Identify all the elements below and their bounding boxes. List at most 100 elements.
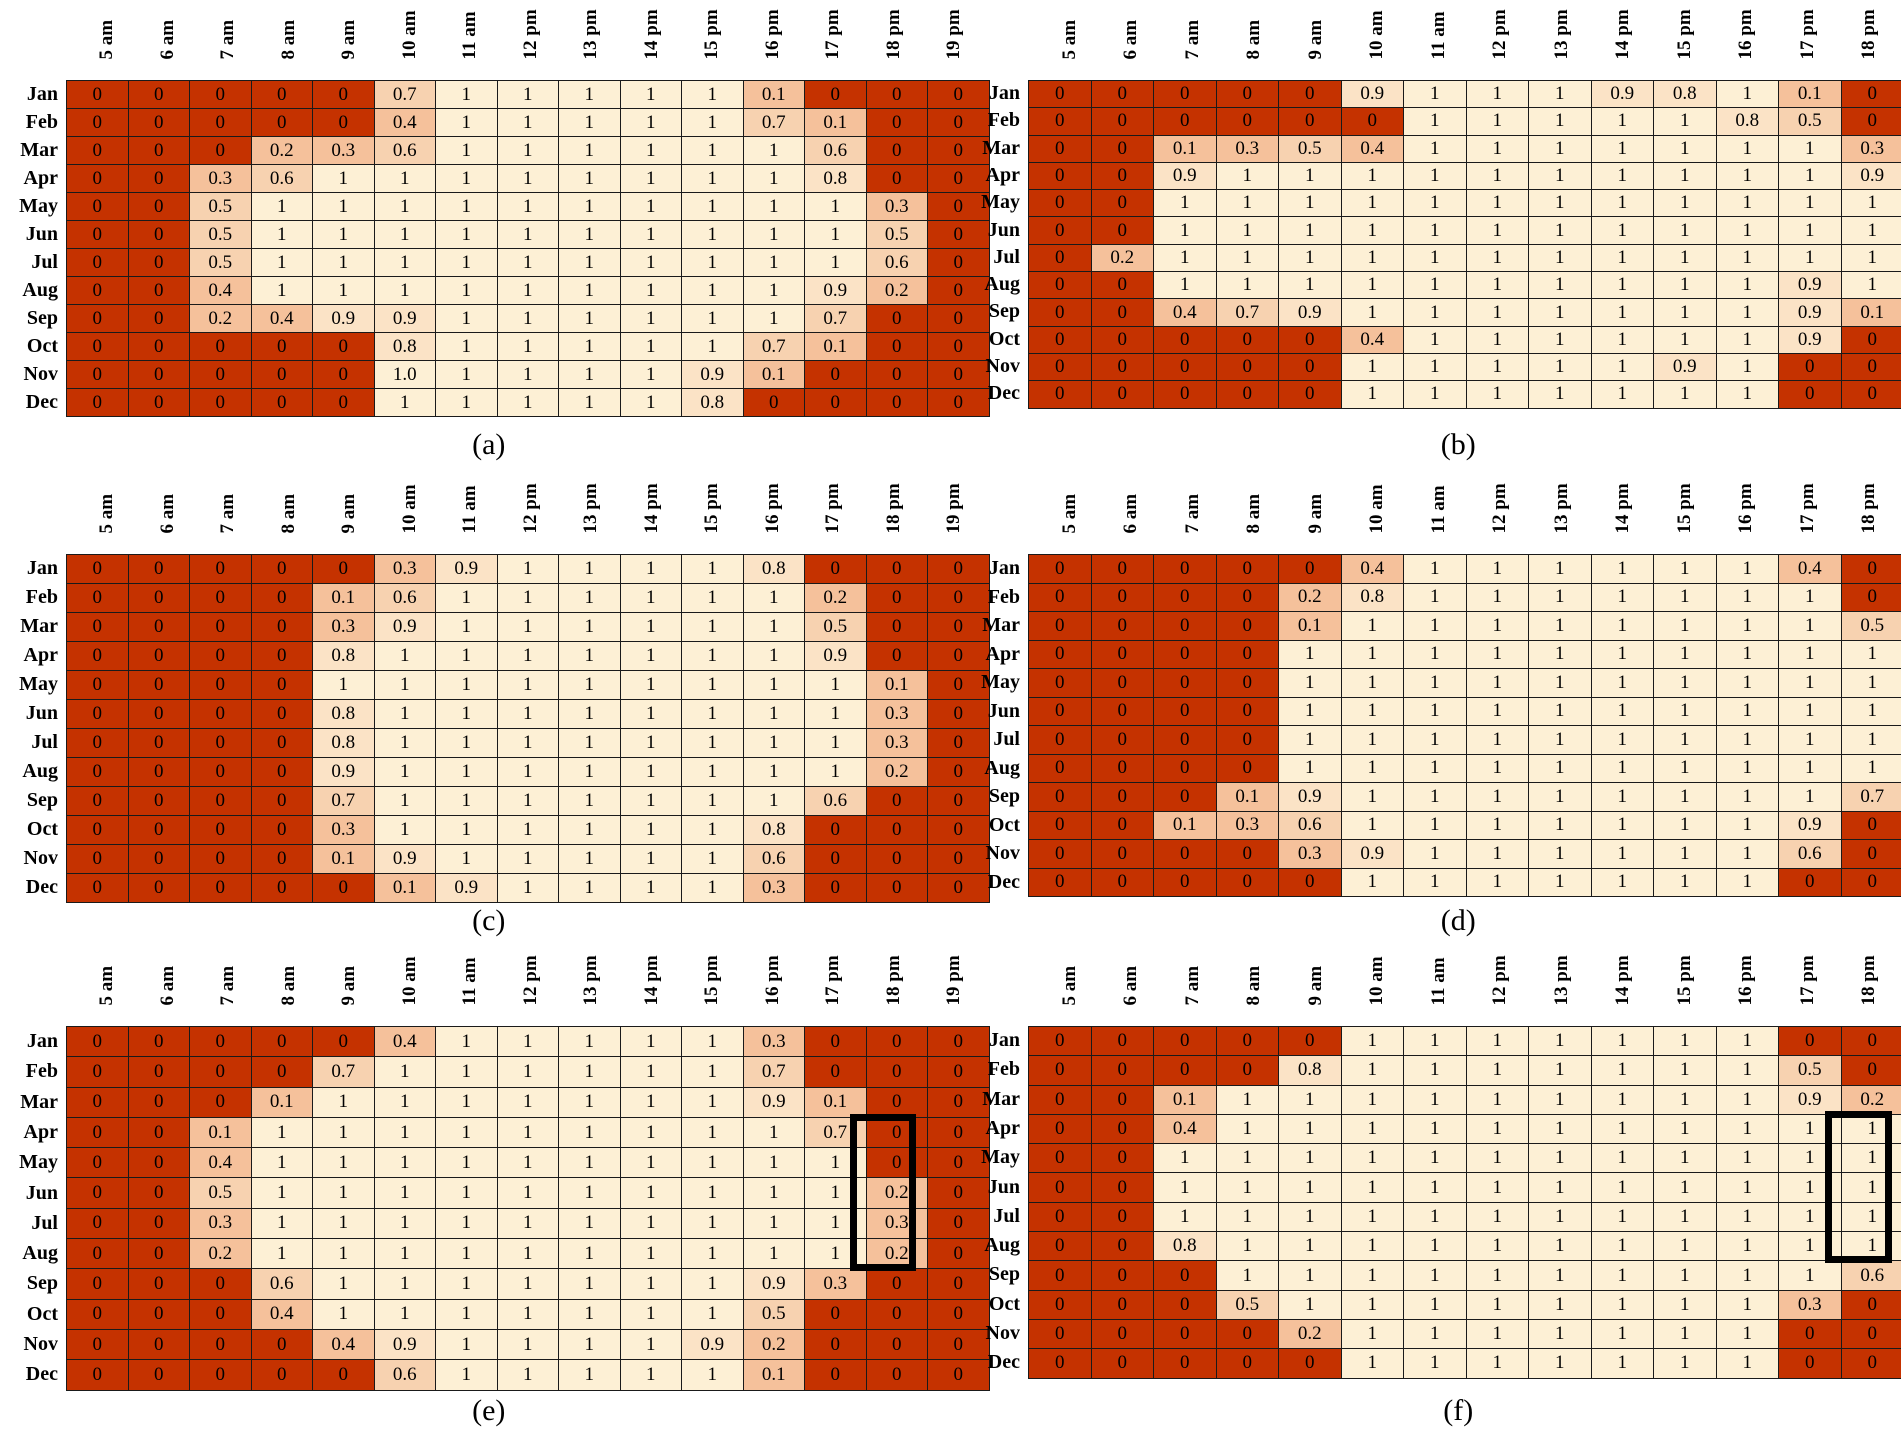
heatmap-cell: 1	[1528, 1231, 1592, 1262]
heatmap-cell: 1	[1590, 1231, 1654, 1262]
heatmap-cell: 1	[1403, 1231, 1467, 1262]
column-header-label: 12 pm	[519, 9, 541, 60]
heatmap-cell: 1	[681, 1147, 744, 1179]
column-header: 9 am	[1275, 470, 1335, 550]
heatmap-cell: 0	[1090, 271, 1154, 300]
heatmap-cell: 0	[66, 1025, 129, 1058]
column-header: 6 am	[1090, 942, 1150, 1022]
heatmap-cell: 0	[127, 80, 190, 109]
column-header: 13 pm	[1521, 942, 1581, 1022]
column-header-label: 10 am	[398, 484, 420, 534]
heatmap-cell: 0	[66, 164, 129, 193]
heatmap-cell: 0	[1090, 1318, 1154, 1350]
heatmap-cell: 0.9	[1278, 782, 1342, 812]
heatmap-cell: 0.6	[1278, 810, 1342, 840]
heatmap-cell: 1	[1465, 298, 1529, 327]
heatmap-cell: 0	[927, 1359, 990, 1391]
heatmap-cell: 1	[1153, 1172, 1217, 1203]
heatmap-cell: 0.8	[681, 388, 744, 417]
heatmap-cell: 1	[1403, 1289, 1467, 1320]
heatmap-cell: 1	[373, 1298, 436, 1330]
heatmap-cell: 1	[1215, 243, 1279, 273]
row-label: Apr	[23, 167, 58, 189]
heatmap-cell: 0.9	[804, 641, 867, 671]
heatmap-cell: 0	[1153, 380, 1217, 409]
heatmap-cell: 0	[189, 873, 252, 903]
column-header-label: 10 am	[398, 956, 420, 1006]
heatmap-cell: 0	[1028, 1055, 1092, 1086]
heatmap-cell: 0	[865, 1086, 928, 1118]
heatmap-cell: 1	[558, 1359, 621, 1391]
heatmap-cell: 1	[619, 699, 682, 729]
heatmap-cell: 1	[1340, 1318, 1404, 1350]
panel-caption: (e)	[472, 1394, 506, 1427]
heatmap-cell: 1	[1590, 325, 1654, 354]
heatmap-cell: 0.8	[1153, 1231, 1217, 1262]
heatmap-cell: 1	[681, 164, 744, 193]
heatmap-cell: 1	[1778, 243, 1842, 273]
heatmap-cell: 0	[250, 1328, 313, 1361]
heatmap-cell: 0	[1153, 753, 1217, 783]
heatmap-cell: 0	[927, 554, 990, 584]
heatmap-cell: 0	[66, 670, 129, 700]
heatmap-cell: 0.6	[804, 786, 867, 816]
heatmap-cell: 0.3	[189, 1207, 252, 1240]
heatmap-cell: 0	[189, 612, 252, 642]
heatmap-cell: 0	[1090, 216, 1154, 245]
heatmap-cell: 1	[1403, 216, 1467, 245]
heatmap-cell: 1	[435, 815, 498, 845]
heatmap-cell: 1	[681, 699, 744, 729]
heatmap-cell: 0	[1278, 380, 1342, 409]
row-label: Oct	[988, 1292, 1020, 1315]
heatmap-cell: 0	[1778, 867, 1842, 897]
heatmap-cell: 1	[619, 1056, 682, 1088]
heatmap-cell: 0	[66, 844, 129, 874]
row-label: Apr	[985, 163, 1020, 186]
heatmap-cell: 1	[1215, 1201, 1279, 1233]
heatmap-cell: 1	[1465, 271, 1529, 300]
heatmap-grid: 0 0 0 0 0 0.3 0.9 1 1 1 1 0.8 0 0 0 0 0 0 0 0.1 0.6 1 1 1 1 1 1 0.2…	[66, 554, 990, 903]
heatmap-cell: 0	[66, 554, 129, 584]
column-header-label: 15 pm	[1673, 483, 1695, 534]
heatmap-cell: 1	[250, 248, 313, 277]
heatmap-cell: 1	[558, 554, 621, 584]
heatmap-cell: 0	[127, 1207, 190, 1240]
row-label: Sep	[988, 300, 1020, 323]
heatmap-cell: 1	[742, 136, 805, 165]
heatmap-cell: 0.9	[1340, 839, 1404, 869]
column-header: 8 am	[248, 942, 308, 1022]
heatmap-cell: 1	[312, 670, 375, 700]
heatmap-cell: 0	[865, 873, 928, 903]
column-header: 9 am	[308, 0, 368, 76]
column-header: 8 am	[248, 470, 308, 550]
heatmap-cell: 1	[1340, 216, 1404, 245]
heatmap-cell: 1	[1653, 725, 1717, 755]
heatmap-cell: 0	[66, 1268, 129, 1300]
heatmap-cell: 1	[496, 1177, 559, 1209]
heatmap-cell: 1	[1590, 839, 1654, 869]
heatmap-cell: 1	[373, 641, 436, 671]
heatmap-row: 0 0 0 0 0.4 0.9 1 1 1 1 0.9 0.2 0 0 0	[66, 1328, 990, 1361]
heatmap-row: 0 0 0 0 0.7 1 1 1 1 1 1 0.7 0 0 0	[66, 1056, 990, 1088]
heatmap-cell: 0	[189, 757, 252, 787]
row-label: Dec	[25, 876, 58, 898]
heatmap-cell: 1	[1465, 725, 1529, 755]
row-label: Apr	[985, 642, 1020, 665]
heatmap-cell: 0.1	[804, 332, 867, 361]
row-label: Jan	[26, 83, 58, 105]
heatmap-cell: 0	[1028, 1201, 1092, 1233]
row-label: Aug	[984, 273, 1020, 296]
heatmap-grid: 0 0 0 0 0 0.4 1 1 1 1 1 0.3 0 0 0 0 0 0 0 0.7 1 1 1 1 1 1 0.7 0 0 0 0 0…	[66, 1025, 990, 1391]
heatmap-cell: 0	[927, 1238, 990, 1270]
heatmap-row: 0 0 0 0.2 0.3 0.6 1 1 1 1 1 1 0.6 0 0	[66, 136, 990, 165]
heatmap-cell: 1	[681, 80, 744, 109]
heatmap-cell: 1	[1840, 668, 1901, 698]
heatmap-cell: 1	[1778, 189, 1842, 218]
heatmap-cell: 0	[1153, 725, 1217, 755]
heatmap-cell: 1	[1403, 271, 1467, 300]
column-header-label: 13 pm	[580, 483, 602, 534]
heatmap-cell: 1	[1465, 1055, 1529, 1086]
